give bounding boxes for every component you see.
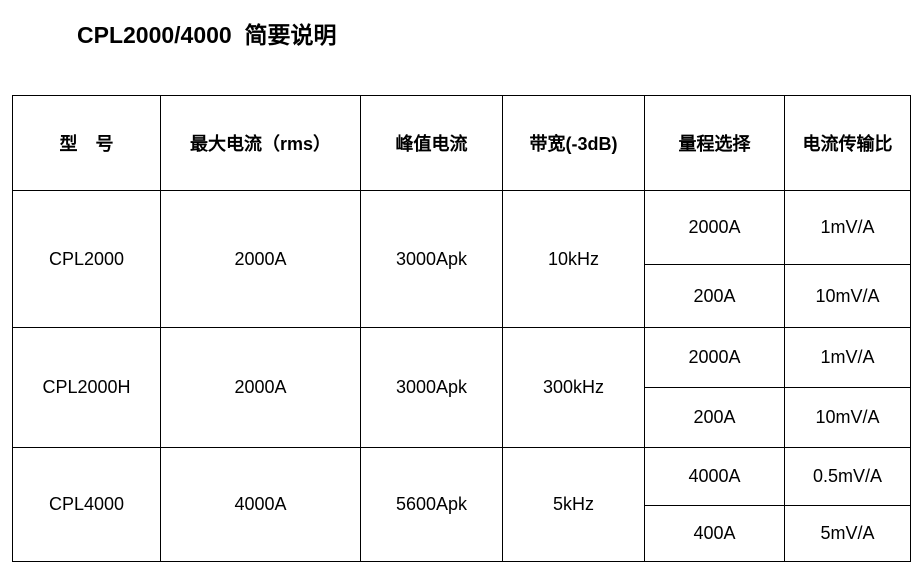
header-bandwidth: 带宽(-3dB) — [502, 95, 645, 191]
ratio-cell: 1mV/A — [784, 327, 911, 388]
model-cell: CPL4000 — [12, 447, 161, 562]
table-row: CPL2000 2000A 3000Apk 10kHz 2000A 1mV/A — [12, 190, 911, 328]
peak-current-cell: 3000Apk — [360, 190, 503, 328]
range-cell: 4000A — [644, 447, 785, 506]
table-subrow: 200A 10mV/A — [13, 387, 911, 448]
table-row: CPL4000 4000A 5600Apk 5kHz 4000A 0.5mV/A — [12, 447, 911, 562]
bandwidth-cell: 5kHz — [502, 447, 645, 562]
range-cell: 400A — [644, 505, 785, 562]
ratio-cell: 1mV/A — [784, 190, 911, 265]
table-row: CPL2000H 2000A 3000Apk 300kHz 2000A 1mV/… — [12, 327, 911, 448]
header-peak-current: 峰值电流 — [360, 95, 503, 191]
table-subrow: 200A 10mV/A — [13, 264, 911, 328]
model-cell: CPL2000 — [12, 190, 161, 328]
page-title: CPL2000/4000 简要说明 — [77, 22, 337, 48]
bandwidth-cell: 300kHz — [502, 327, 645, 448]
ratio-cell: 5mV/A — [784, 505, 911, 562]
model-cell: CPL2000H — [12, 327, 161, 448]
spec-table: 型 号 最大电流（rms） 峰值电流 带宽(-3dB) 量程选择 电流传输比 C… — [12, 95, 911, 562]
ratio-cell: 10mV/A — [784, 387, 911, 448]
header-model: 型 号 — [12, 95, 161, 191]
range-cell: 2000A — [644, 327, 785, 388]
ratio-cell: 10mV/A — [784, 264, 911, 328]
ratio-cell: 0.5mV/A — [784, 447, 911, 506]
max-current-cell: 4000A — [160, 447, 361, 562]
header-range: 量程选择 — [644, 95, 785, 191]
table-subrow: 400A 5mV/A — [13, 505, 911, 562]
range-cell: 200A — [644, 264, 785, 328]
max-current-cell: 2000A — [160, 327, 361, 448]
table-header-row: 型 号 最大电流（rms） 峰值电流 带宽(-3dB) 量程选择 电流传输比 — [12, 95, 911, 191]
max-current-cell: 2000A — [160, 190, 361, 328]
range-cell: 2000A — [644, 190, 785, 265]
peak-current-cell: 5600Apk — [360, 447, 503, 562]
bandwidth-cell: 10kHz — [502, 190, 645, 328]
range-cell: 200A — [644, 387, 785, 448]
header-max-current: 最大电流（rms） — [160, 95, 361, 191]
peak-current-cell: 3000Apk — [360, 327, 503, 448]
header-ratio: 电流传输比 — [784, 95, 911, 191]
